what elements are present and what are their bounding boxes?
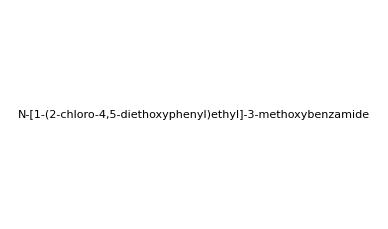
Text: N-[1-(2-chloro-4,5-diethoxyphenyl)ethyl]-3-methoxybenzamide: N-[1-(2-chloro-4,5-diethoxyphenyl)ethyl]… — [18, 109, 370, 120]
